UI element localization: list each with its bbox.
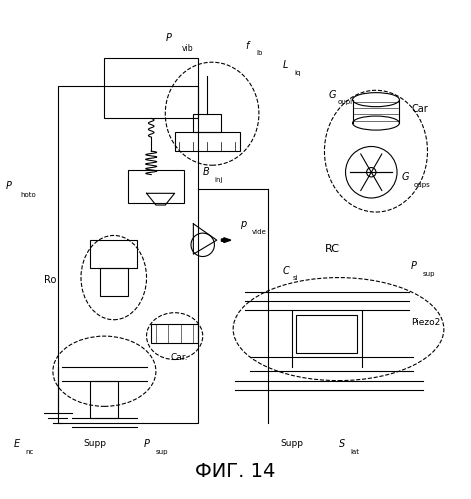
Text: Ro: Ro — [43, 275, 56, 285]
Text: p: p — [240, 219, 246, 229]
Text: ib: ib — [257, 50, 263, 56]
Text: vib: vib — [182, 44, 193, 53]
Text: G: G — [329, 90, 336, 100]
Bar — [90, 240, 137, 268]
Bar — [175, 132, 240, 151]
Text: G: G — [402, 172, 409, 182]
Bar — [128, 170, 184, 203]
Text: Supp: Supp — [83, 439, 106, 448]
FancyArrow shape — [221, 238, 231, 243]
Bar — [151, 324, 198, 343]
Text: C: C — [282, 265, 289, 275]
Text: P: P — [144, 439, 150, 449]
Text: P: P — [6, 181, 12, 191]
Text: nc: nc — [26, 449, 34, 455]
Bar — [194, 114, 221, 132]
Text: Supp: Supp — [280, 439, 303, 448]
Bar — [90, 381, 118, 418]
Text: P: P — [411, 261, 417, 271]
Text: sup: sup — [423, 271, 435, 277]
Text: L: L — [282, 59, 288, 69]
Bar — [296, 315, 357, 352]
Text: hoto: hoto — [20, 192, 36, 198]
Bar — [100, 268, 128, 296]
Text: P: P — [165, 33, 171, 43]
Text: vide: vide — [252, 229, 267, 235]
Text: oupi: oupi — [338, 99, 353, 105]
Text: S: S — [339, 439, 345, 449]
Bar — [105, 57, 198, 118]
Text: Car.: Car. — [171, 353, 188, 362]
Text: RC: RC — [325, 245, 340, 254]
Text: E: E — [14, 439, 20, 449]
Text: ФИГ. 14: ФИГ. 14 — [195, 463, 276, 482]
Text: lat: lat — [350, 449, 359, 455]
Text: inj: inj — [214, 177, 223, 183]
Text: Piezo2: Piezo2 — [411, 317, 440, 326]
Text: Car: Car — [411, 104, 428, 114]
Text: f: f — [245, 41, 248, 51]
Text: oups: oups — [414, 182, 430, 188]
Text: B: B — [203, 167, 210, 177]
Text: iq: iq — [294, 69, 300, 75]
Text: sup: sup — [156, 449, 169, 455]
Text: si: si — [293, 274, 299, 280]
